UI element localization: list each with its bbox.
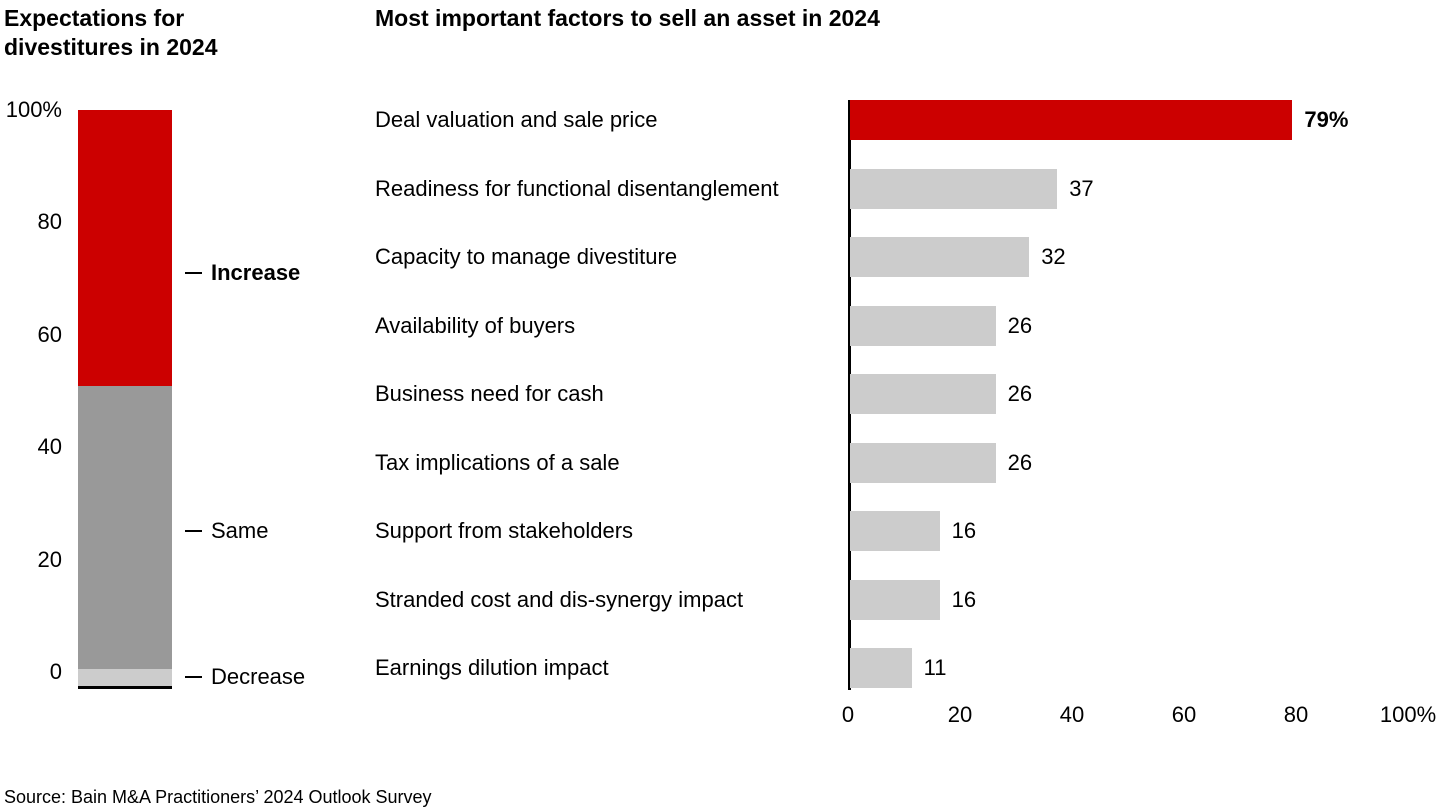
bar <box>850 579 940 620</box>
y-tick-label: 20 <box>37 546 62 572</box>
category-label: Business need for cash <box>375 381 604 406</box>
bar-row: Tax implications of a sale 26 <box>0 442 1440 483</box>
value-label: 26 <box>1007 381 1033 406</box>
legend-dash-icon <box>185 676 202 678</box>
bar <box>850 237 1030 277</box>
bar <box>850 442 996 483</box>
bar <box>850 511 940 551</box>
right-axis-line <box>848 100 851 690</box>
bar-row: Deal valuation and sale price 79% <box>0 100 1440 140</box>
bar-row: Earnings dilution impact 11 <box>0 648 1440 688</box>
category-label: Tax implications of a sale <box>375 449 620 475</box>
legend-item: Same <box>185 518 268 544</box>
x-tick-label: 40 <box>1059 702 1085 727</box>
value-label: 79% <box>1304 107 1349 132</box>
bar-row: Capacity to manage divestiture 32 <box>0 237 1440 277</box>
legend-item: Decrease <box>185 664 305 690</box>
bar-row: Readiness for functional disentanglement… <box>0 168 1440 209</box>
x-tick-label: 80 <box>1283 702 1309 727</box>
bar-row: Availability of buyers 26 <box>0 305 1440 346</box>
legend-label: Same <box>211 518 269 543</box>
x-tick-label: 100% <box>1379 702 1437 727</box>
legend-label: Decrease <box>211 664 306 689</box>
category-label: Deal valuation and sale price <box>375 107 658 132</box>
category-label: Availability of buyers <box>375 312 576 338</box>
source-note: Source: Bain M&A Practitioners’ 2024 Out… <box>4 787 432 807</box>
y-tick-label: 100% <box>5 97 62 122</box>
x-tick-label: 60 <box>1171 702 1197 727</box>
x-tick-label: 0 <box>841 702 855 727</box>
left-chart-title: Expectations for divestitures in 2024 <box>4 5 218 60</box>
y-tick-label: 40 <box>37 434 62 460</box>
bar <box>850 648 912 688</box>
category-label: Capacity to manage divestiture <box>375 244 678 269</box>
stacked-bar <box>78 110 172 686</box>
category-label: Support from stakeholders <box>375 518 634 543</box>
bar-row: Business need for cash 26 <box>0 374 1440 414</box>
bar <box>850 374 996 414</box>
bar <box>850 305 996 346</box>
value-label: 11 <box>923 655 947 680</box>
legend-dash-icon <box>185 530 202 532</box>
legend-label: Increase <box>211 260 301 285</box>
y-tick-label: 80 <box>37 209 62 235</box>
category-label: Earnings dilution impact <box>375 655 609 680</box>
stacked-bar-segment <box>78 668 172 686</box>
y-tick-label: 60 <box>37 321 62 347</box>
right-chart-title: Most important factors to sell an asset … <box>375 5 880 31</box>
value-label: 26 <box>1007 312 1033 338</box>
stacked-bar-segment <box>78 386 172 669</box>
x-tick-label: 20 <box>947 702 973 727</box>
category-label: Readiness for functional disentanglement <box>375 175 779 201</box>
bar <box>850 168 1058 209</box>
y-tick-label: 0 <box>49 659 62 684</box>
left-axis-baseline <box>78 686 172 689</box>
bar <box>850 100 1293 140</box>
value-label: 16 <box>951 518 977 543</box>
legend-item: Increase <box>185 260 300 286</box>
legend-dash-icon <box>185 272 202 274</box>
value-label: 26 <box>1007 449 1033 475</box>
stacked-bar-segment <box>78 110 172 387</box>
value-label: 16 <box>951 586 977 612</box>
category-label: Stranded cost and dis-synergy impact <box>375 586 744 612</box>
bar-row: Support from stakeholders 16 <box>0 511 1440 551</box>
value-label: 32 <box>1041 244 1066 269</box>
value-label: 37 <box>1069 175 1094 201</box>
bar-row: Stranded cost and dis-synergy impact 16 <box>0 579 1440 620</box>
